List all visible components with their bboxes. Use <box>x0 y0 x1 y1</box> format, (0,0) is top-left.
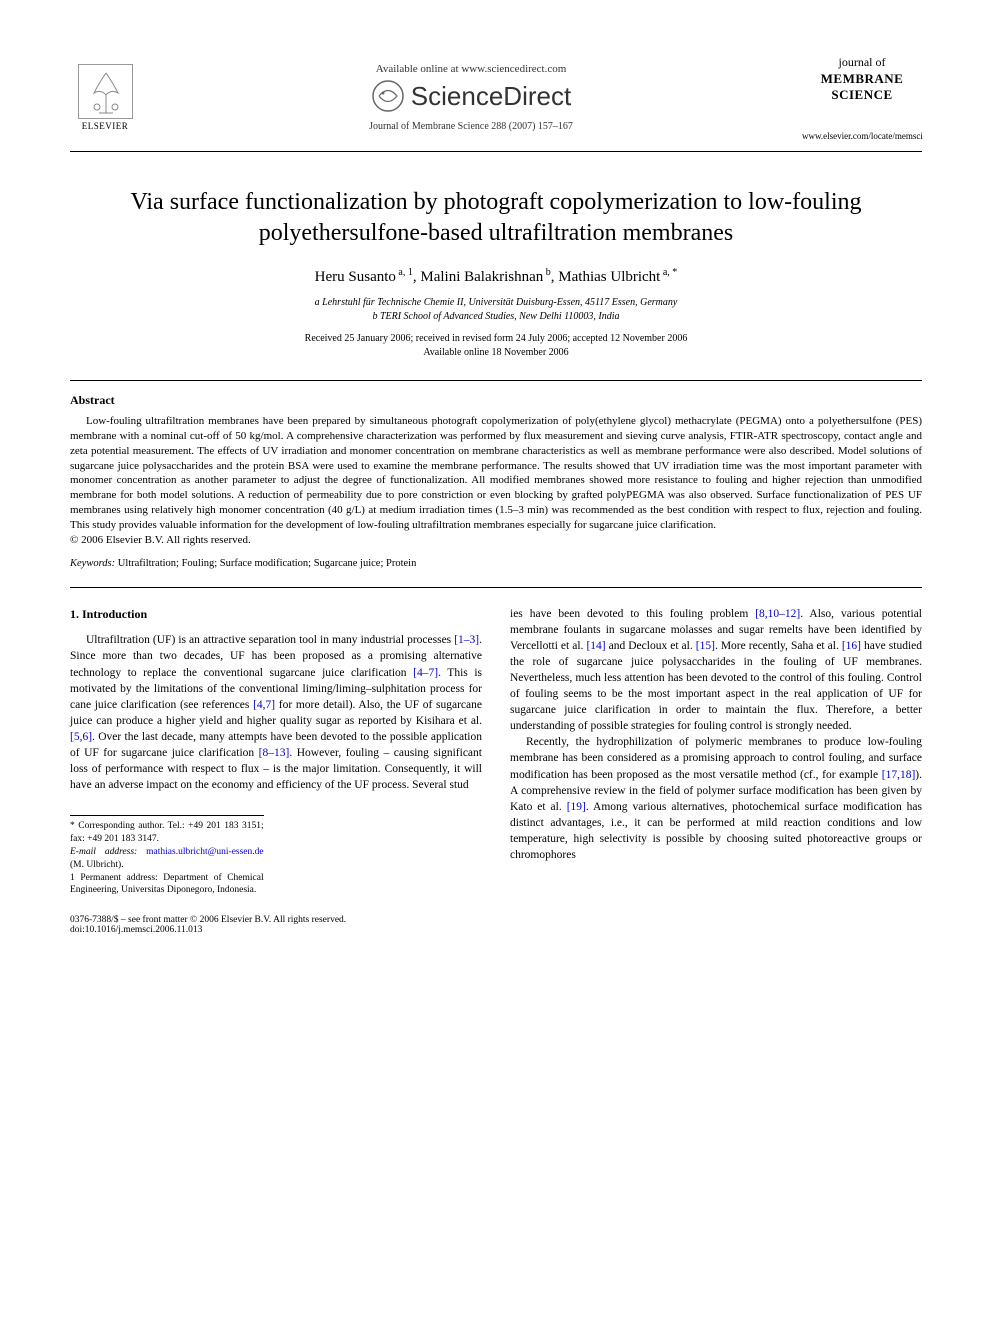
page-header: ELSEVIER Available online at www.science… <box>70 55 922 141</box>
footer-left: 0376-7388/$ – see front matter © 2006 El… <box>70 915 346 935</box>
body-columns: 1. Introduction Ultrafiltration (UF) is … <box>70 606 922 898</box>
author-3: Mathias Ulbricht <box>558 269 660 285</box>
ref-link-16[interactable]: [16] <box>842 640 861 652</box>
header-rule <box>70 151 922 152</box>
keywords-label: Keywords: <box>70 558 115 569</box>
affiliations: a Lehrstuhl für Technische Chemie II, Un… <box>70 296 922 324</box>
ref-link-8-10-12[interactable]: [8,10–12] <box>755 608 800 620</box>
sciencedirect-text: ScienceDirect <box>411 81 571 112</box>
sciencedirect-swirl-icon <box>371 79 405 113</box>
abstract-heading: Abstract <box>70 393 922 408</box>
section-1-heading: 1. Introduction <box>70 606 482 623</box>
abstract-copyright: © 2006 Elsevier B.V. All rights reserved… <box>70 534 251 546</box>
article-title: Via surface functionalization by photogr… <box>120 187 872 249</box>
ref-link-4-7[interactable]: [4–7] <box>413 667 438 679</box>
authors: Heru Susanto a, 1, Malini Balakrishnan b… <box>70 267 922 286</box>
abstract-text: Low-fouling ultrafiltration membranes ha… <box>70 415 922 531</box>
email-link[interactable]: mathias.ulbricht@uni-essen.de <box>146 847 263 857</box>
ref-link-15[interactable]: [15] <box>696 640 715 652</box>
journal-logo-line1: journal of <box>802 55 922 71</box>
front-matter: 0376-7388/$ – see front matter © 2006 El… <box>70 915 346 925</box>
doi: doi:10.1016/j.memsci.2006.11.013 <box>70 925 346 935</box>
email-label: E-mail address: <box>70 847 146 857</box>
affiliation-b: b TERI School of Advanced Studies, New D… <box>70 310 922 324</box>
permanent-address: 1 Permanent address: Department of Chemi… <box>70 872 264 898</box>
author-2: Malini Balakrishnan <box>420 269 543 285</box>
email-line: E-mail address: mathias.ulbricht@uni-ess… <box>70 846 264 872</box>
journal-logo: journal of MEMBRANE SCIENCE www.elsevier… <box>802 55 922 141</box>
keywords-text: Ultrafiltration; Fouling; Surface modifi… <box>115 558 416 569</box>
sciencedirect-logo: ScienceDirect <box>140 79 802 113</box>
journal-url: www.elsevier.com/locate/memsci <box>802 131 922 141</box>
author-1-affil: a, 1 <box>396 267 413 278</box>
ref-link-8-13[interactable]: [8–13] <box>259 747 290 759</box>
elsevier-tree-icon <box>78 64 133 119</box>
elsevier-logo: ELSEVIER <box>70 58 140 138</box>
received-date: Received 25 January 2006; received in re… <box>70 332 922 346</box>
center-header: Available online at www.sciencedirect.co… <box>140 63 802 132</box>
ref-link-17-18[interactable]: [17,18] <box>882 769 916 781</box>
left-column: 1. Introduction Ultrafiltration (UF) is … <box>70 606 482 898</box>
affiliation-a: a Lehrstuhl für Technische Chemie II, Un… <box>70 296 922 310</box>
author-1: Heru Susanto <box>315 269 396 285</box>
elsevier-label: ELSEVIER <box>82 121 129 131</box>
right-column: ies have been devoted to this fouling pr… <box>510 606 922 898</box>
footnotes: * Corresponding author. Tel.: +49 201 18… <box>70 815 264 897</box>
keywords: Keywords: Ultrafiltration; Fouling; Surf… <box>70 558 922 569</box>
article-dates: Received 25 January 2006; received in re… <box>70 332 922 360</box>
ref-link-5-6[interactable]: [5,6] <box>70 731 92 743</box>
author-3-affil: a, * <box>660 267 677 278</box>
abstract-block: Abstract Low-fouling ultrafiltration mem… <box>70 393 922 569</box>
corresponding-author: * Corresponding author. Tel.: +49 201 18… <box>70 820 264 846</box>
email-suffix: (M. Ulbricht). <box>70 860 124 870</box>
author-2-affil: b <box>543 267 551 278</box>
ref-link-1-3[interactable]: [1–3] <box>454 634 479 646</box>
ref-link-19[interactable]: [19] <box>567 801 586 813</box>
intro-paragraph-2: Recently, the hydrophilization of polyme… <box>510 734 922 863</box>
intro-paragraph-1: Ultrafiltration (UF) is an attractive se… <box>70 632 482 793</box>
journal-reference: Journal of Membrane Science 288 (2007) 1… <box>140 121 802 132</box>
journal-logo-line3: SCIENCE <box>802 87 922 103</box>
abstract-body: Low-fouling ultrafiltration membranes ha… <box>70 414 922 548</box>
pre-abstract-rule <box>70 380 922 381</box>
ref-link-14[interactable]: [14] <box>586 640 605 652</box>
post-abstract-rule <box>70 587 922 588</box>
online-date: Available online 18 November 2006 <box>70 346 922 360</box>
intro-paragraph-1-cont: ies have been devoted to this fouling pr… <box>510 606 922 735</box>
ref-link-4-7b[interactable]: [4,7] <box>253 699 275 711</box>
available-online-text: Available online at www.sciencedirect.co… <box>140 63 802 75</box>
page-footer: 0376-7388/$ – see front matter © 2006 El… <box>70 915 922 935</box>
journal-logo-line2: MEMBRANE <box>802 71 922 87</box>
